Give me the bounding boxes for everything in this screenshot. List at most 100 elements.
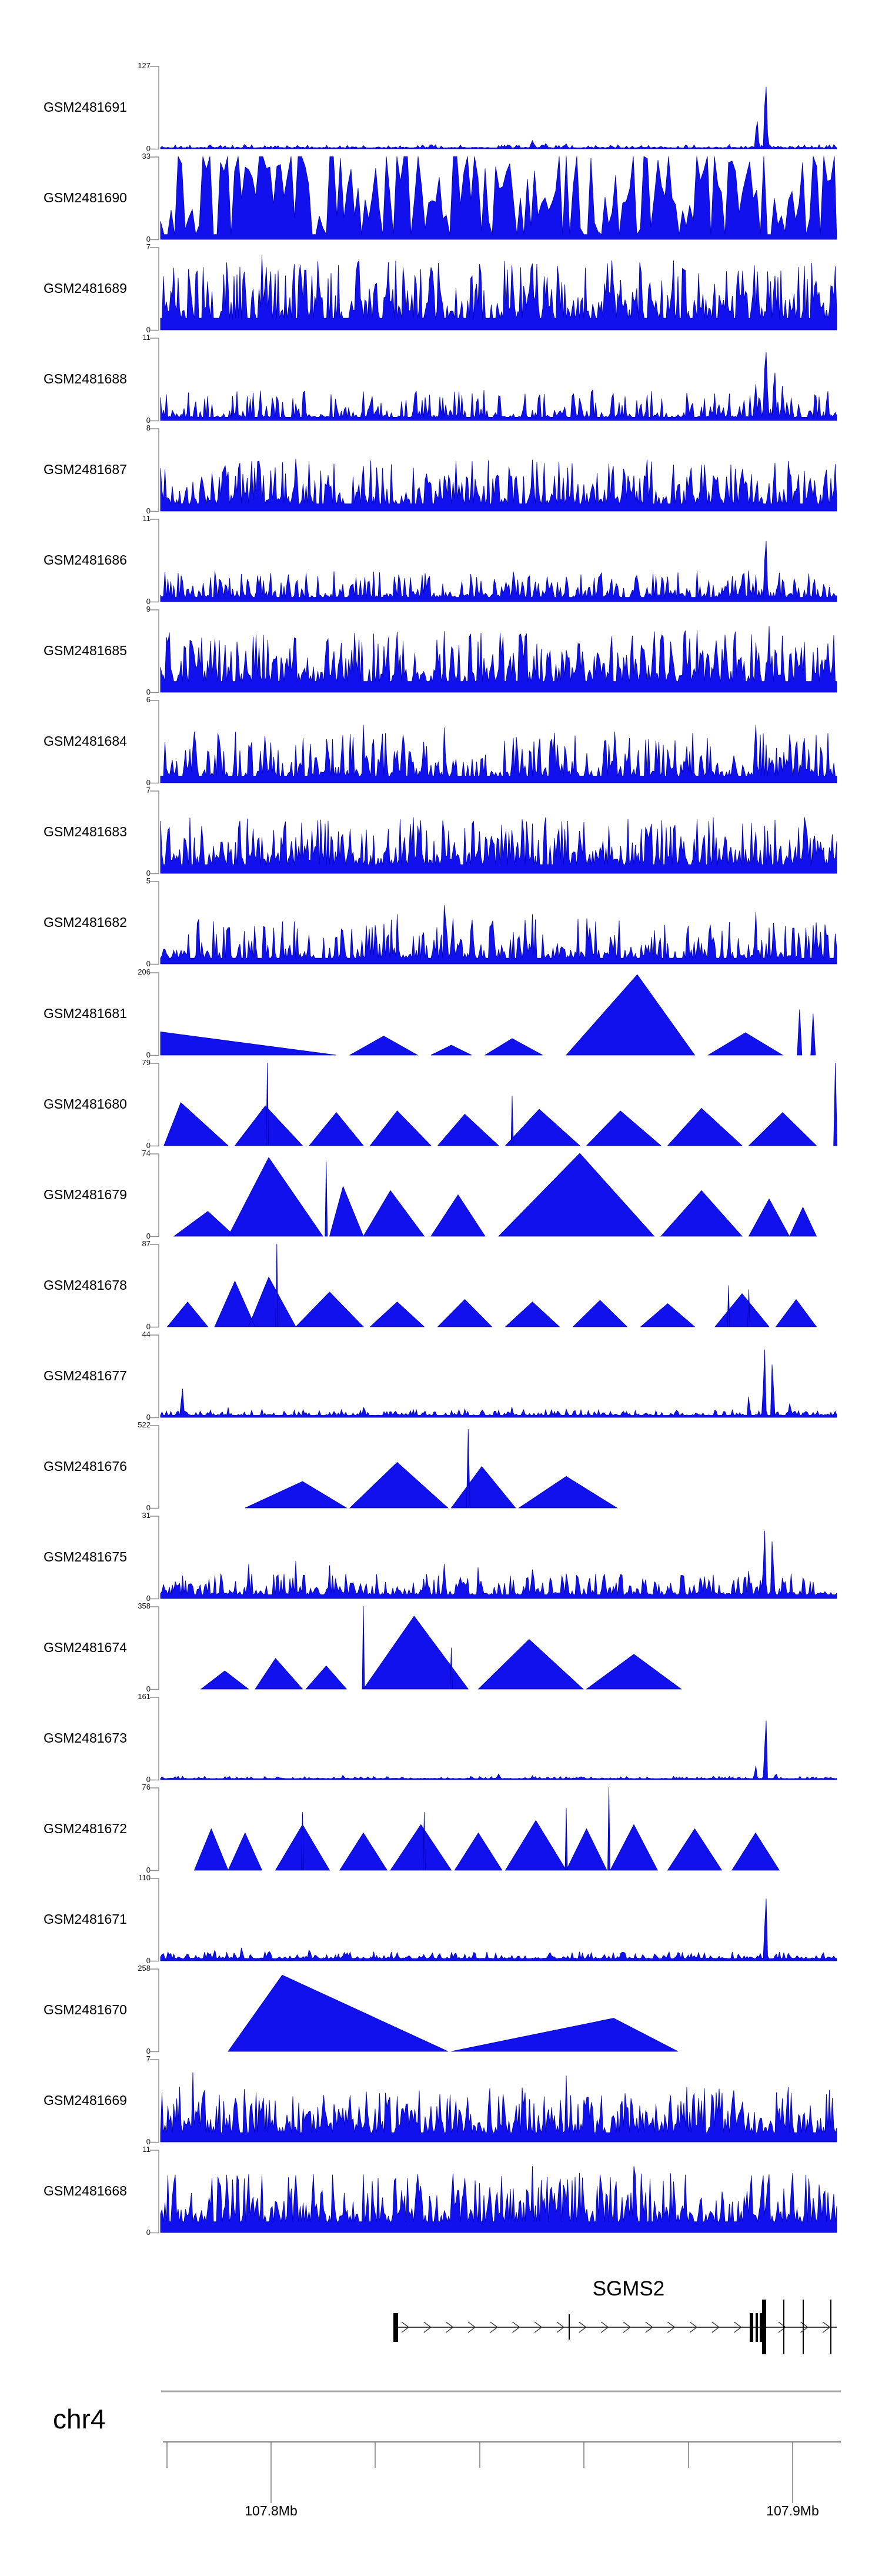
- track-ymax-label: 161: [138, 1692, 151, 1701]
- track-label: GSM2481685: [44, 642, 127, 658]
- track-ymax-label: 76: [142, 1783, 151, 1791]
- signal-area: [245, 1429, 618, 1509]
- track-ymin-label: 0: [146, 1050, 151, 1059]
- signal-area: [160, 156, 837, 240]
- signal-area: [160, 905, 837, 965]
- track-ymin-label: 0: [146, 144, 151, 153]
- track-ymax-label: 11: [142, 2145, 151, 2154]
- track-ymin-label: 0: [146, 1594, 151, 1603]
- chromosome-label: chr4: [53, 2404, 106, 2434]
- track-ymax-label: 31: [142, 1511, 151, 1520]
- strand-arrow-icon: [734, 2321, 742, 2333]
- track-ymin-label: 0: [146, 959, 151, 968]
- track-label: GSM2481671: [44, 1911, 127, 1927]
- track-ymin-label: 0: [146, 688, 151, 696]
- track-ymax-label: 5: [146, 876, 151, 885]
- track-label: GSM2481690: [44, 189, 127, 205]
- strand-arrow-icon: [689, 2321, 698, 2333]
- track-plot: [150, 247, 837, 331]
- signal-area: [160, 817, 837, 874]
- track-label: GSM2481682: [44, 914, 127, 930]
- signal-area: [160, 86, 837, 149]
- track-ymax-label: 206: [138, 967, 151, 976]
- track-label: GSM2481686: [44, 552, 127, 568]
- track-ymin-label: 0: [146, 2047, 151, 2056]
- exon-block: [760, 2313, 763, 2342]
- track-ymin-label: 0: [146, 325, 151, 334]
- strand-arrow-icon: [401, 2321, 410, 2333]
- strand-arrow-icon: [556, 2321, 564, 2333]
- strand-arrow-icon: [467, 2321, 476, 2333]
- track-label: GSM2481684: [44, 733, 127, 749]
- track-ymin-label: 0: [146, 2137, 151, 2146]
- strand-arrow-icon: [490, 2321, 498, 2333]
- track-ymin-label: 0: [146, 597, 151, 606]
- track-label: GSM2481680: [44, 1096, 127, 1112]
- track-plot: [150, 66, 837, 150]
- track-ymin-label: 0: [146, 869, 151, 877]
- track-ymax-label: 6: [146, 695, 151, 704]
- signal-area: [166, 1244, 817, 1327]
- track-ymax-label: 110: [138, 1873, 151, 1882]
- track-ymax-label: 11: [142, 514, 151, 523]
- exon-block: [750, 2313, 753, 2342]
- signal-area: [160, 626, 837, 693]
- track-label: GSM2481683: [44, 823, 127, 839]
- track-ymax-label: 11: [142, 333, 151, 342]
- exon-block: [830, 2300, 831, 2354]
- track-plot: [150, 428, 837, 512]
- track-ymin-label: 0: [146, 1866, 151, 1874]
- track-label: GSM2481691: [44, 99, 127, 115]
- track-plot: [150, 2150, 837, 2234]
- chromosome-ruler: [161, 2390, 841, 2503]
- signal-area: [160, 2166, 837, 2233]
- track-ymax-label: 9: [146, 605, 151, 613]
- signal-area: [160, 2072, 837, 2143]
- track-ymin-label: 0: [146, 235, 151, 243]
- track-ymin-label: 0: [146, 1684, 151, 1693]
- track-plot: [150, 519, 837, 603]
- track-ymax-label: 258: [138, 1964, 151, 1973]
- ruler-tick-label-right: 107.9Mb: [766, 2503, 819, 2518]
- track-plot: [150, 1697, 837, 1781]
- strand-arrow-icon: [446, 2321, 454, 2333]
- exon-block: [393, 2313, 398, 2342]
- track-ymax-label: 7: [146, 242, 151, 251]
- track-label: GSM2481677: [44, 1367, 127, 1383]
- signal-area: [173, 1153, 817, 1237]
- track-label: GSM2481672: [44, 1820, 127, 1836]
- track-ymin-label: 0: [146, 1956, 151, 1965]
- signal-area: [160, 540, 837, 602]
- track-plot: [150, 1878, 837, 1962]
- exon-block: [762, 2300, 766, 2354]
- exon-block: [756, 2313, 758, 2342]
- track-plot: [150, 972, 816, 1056]
- signal-area: [160, 255, 837, 331]
- ruler-tick-label-left: 107.8Mb: [245, 2503, 298, 2518]
- track-label: GSM2481675: [44, 1549, 127, 1564]
- track-ymax-label: 358: [138, 1601, 151, 1610]
- track-label: GSM2481681: [44, 1005, 127, 1021]
- signal-area: [160, 1349, 837, 1418]
- track-ymin-label: 0: [146, 1503, 151, 1512]
- track-ymax-label: 87: [142, 1239, 151, 1248]
- track-ymin-label: 0: [146, 1232, 151, 1240]
- gene-model-track: [393, 2300, 837, 2354]
- strand-arrow-icon: [579, 2321, 587, 2333]
- track-plot: [150, 1153, 817, 1237]
- strand-arrow-icon: [778, 2321, 786, 2333]
- track-ymin-label: 0: [146, 1775, 151, 1784]
- strand-arrow-icon: [600, 2321, 609, 2333]
- track-plot: [150, 1787, 780, 1871]
- signal-area: [160, 725, 837, 783]
- track-plot: [150, 1244, 817, 1328]
- track-ymax-label: 127: [138, 61, 151, 70]
- signal-area: [160, 1898, 837, 1961]
- track-ymax-label: 44: [142, 1330, 151, 1339]
- track-plot: [150, 1425, 618, 1509]
- strand-arrow-icon: [645, 2321, 653, 2333]
- track-ymax-label: 74: [142, 1149, 151, 1157]
- signal-area: [160, 1720, 837, 1780]
- signal-area: [160, 974, 816, 1056]
